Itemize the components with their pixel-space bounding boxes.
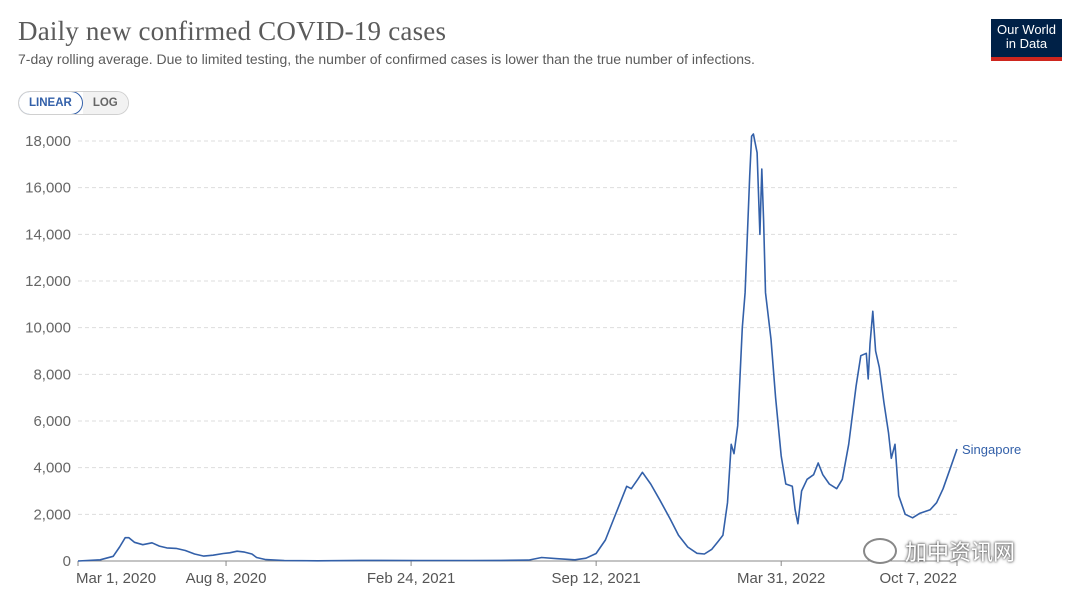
x-tick-label: Sep 12, 2021: [552, 570, 641, 587]
y-tick-label: 10,000: [25, 320, 71, 337]
logo-accent-bar: [991, 57, 1062, 61]
logo-line-1: Our World: [997, 22, 1056, 37]
y-tick-label: 4,000: [33, 460, 71, 477]
x-tick-label: Mar 31, 2022: [737, 570, 825, 587]
series-line-singapore: [77, 133, 958, 562]
y-tick-label: 12,000: [25, 273, 71, 290]
chart-title: Daily new confirmed COVID-19 cases: [18, 16, 447, 46]
y-tick-label: 18,000: [25, 133, 71, 150]
y-tick-label: 2,000: [33, 506, 71, 523]
chart-subtitle: 7-day rolling average. Due to limited te…: [18, 51, 755, 67]
owid-logo[interactable]: Our World in Data: [991, 19, 1062, 61]
linear-scale-button[interactable]: LINEAR: [18, 92, 83, 114]
y-tick-label: 0: [63, 553, 71, 570]
y-tick-label: 16,000: [25, 180, 71, 197]
logo-line-2: in Data: [1005, 36, 1048, 51]
watermark-text: 加中资讯网: [905, 540, 1016, 565]
x-tick-label: Oct 7, 2022: [879, 570, 957, 587]
series-layer: Singapore: [77, 133, 1021, 562]
gridlines: [78, 140, 957, 515]
x-axis: Mar 1, 2020 Aug 8, 2020 Feb 24, 2021 Sep 12…: [76, 560, 958, 587]
watermark: 加中资讯网: [863, 535, 1015, 567]
y-axis-ticks: 0 2,000 4,000 6,000 8,000 10,000 12,000 14,000 1…: [25, 133, 71, 570]
series-label-singapore: Singapore: [962, 442, 1021, 457]
y-tick-label: 6,000: [33, 413, 71, 430]
wechat-icon: [863, 538, 897, 564]
x-tick-label: Mar 1, 2020: [76, 570, 156, 587]
y-tick-label: 14,000: [25, 226, 71, 243]
log-scale-button[interactable]: LOG: [82, 92, 128, 114]
x-tick-label: Aug 8, 2020: [186, 570, 267, 587]
scale-toggle: LINEAR LOG: [18, 91, 129, 115]
x-tick-label: Feb 24, 2021: [367, 570, 455, 587]
y-tick-label: 8,000: [33, 366, 71, 383]
